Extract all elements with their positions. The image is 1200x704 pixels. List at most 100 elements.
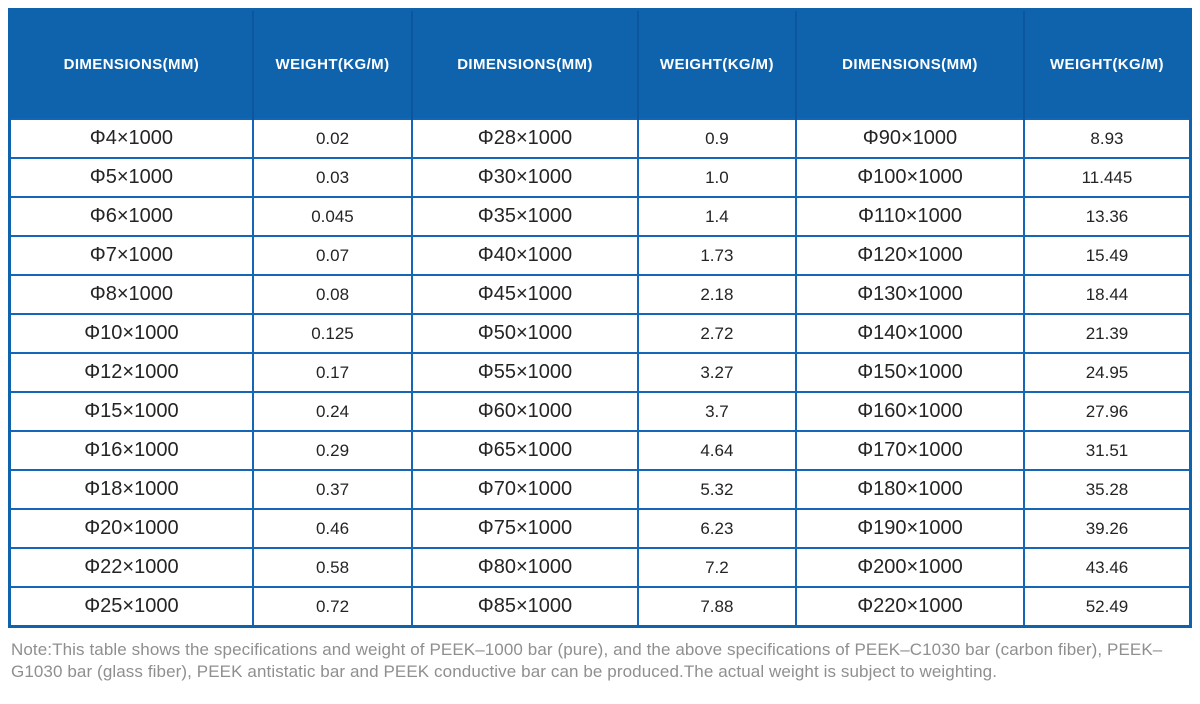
weight-cell: 0.29 — [251, 430, 414, 471]
weight-cell: 0.03 — [251, 157, 414, 198]
dimension-cell: Φ16×1000 — [8, 430, 254, 471]
dimension-cell: Φ25×1000 — [8, 586, 254, 628]
table-row: Φ15×1000 0.24 Φ60×1000 3.7 Φ160×1000 27.96 — [8, 391, 1192, 432]
table-header: DIMENSIONS(MM) WEIGHT(KG/M) DIMENSIONS(M… — [9, 9, 1191, 119]
weight-cell: 0.08 — [251, 274, 414, 315]
dimension-cell: Φ20×1000 — [8, 508, 254, 549]
weight-cell: 11.445 — [1022, 157, 1192, 198]
dimension-cell: Φ110×1000 — [795, 196, 1025, 237]
dimension-cell: Φ85×1000 — [411, 586, 639, 628]
page: DIMENSIONS(MM) WEIGHT(KG/M) DIMENSIONS(M… — [8, 8, 1192, 681]
dimension-cell: Φ40×1000 — [411, 235, 639, 276]
table-row: Φ7×1000 0.07 Φ40×1000 1.73 Φ120×1000 15.49 — [8, 235, 1192, 276]
weight-cell: 7.2 — [636, 547, 798, 588]
dimension-cell: Φ150×1000 — [795, 352, 1025, 393]
weight-cell: 4.64 — [636, 430, 798, 471]
weight-cell: 1.4 — [636, 196, 798, 237]
column-header-weight-3: WEIGHT(KG/M) — [1022, 9, 1191, 119]
weight-cell: 52.49 — [1022, 586, 1192, 628]
column-header-dimensions-3: DIMENSIONS(MM) — [795, 9, 1024, 119]
weight-cell: 0.37 — [251, 469, 414, 510]
dimension-cell: Φ140×1000 — [795, 313, 1025, 354]
dimension-cell: Φ60×1000 — [411, 391, 639, 432]
dimension-cell: Φ30×1000 — [411, 157, 639, 198]
note-text: Note:This table shows the specifications… — [11, 640, 1163, 681]
table-row: Φ6×1000 0.045 Φ35×1000 1.4 Φ110×1000 13.36 — [8, 196, 1192, 237]
weight-cell: 18.44 — [1022, 274, 1192, 315]
weight-cell: 0.07 — [251, 235, 414, 276]
weight-cell: 7.88 — [636, 586, 798, 628]
weight-cell: 1.73 — [636, 235, 798, 276]
weight-cell: 5.32 — [636, 469, 798, 510]
table-row: Φ12×1000 0.17 Φ55×1000 3.27 Φ150×1000 24.95 — [8, 352, 1192, 393]
dimension-cell: Φ45×1000 — [411, 274, 639, 315]
dimension-cell: Φ120×1000 — [795, 235, 1025, 276]
table-row: Φ20×1000 0.46 Φ75×1000 6.23 Φ190×1000 39.26 — [8, 508, 1192, 549]
dimension-cell: Φ75×1000 — [411, 508, 639, 549]
dimension-cell: Φ200×1000 — [795, 547, 1025, 588]
weight-cell: 3.7 — [636, 391, 798, 432]
weight-cell: 8.93 — [1022, 118, 1192, 159]
dimension-cell: Φ5×1000 — [8, 157, 254, 198]
dimension-cell: Φ7×1000 — [8, 235, 254, 276]
column-header-dimensions-2: DIMENSIONS(MM) — [411, 9, 638, 119]
dimension-cell: Φ35×1000 — [411, 196, 639, 237]
table-row: Φ25×1000 0.72 Φ85×1000 7.88 Φ220×1000 52.49 — [8, 586, 1192, 628]
weight-cell: 0.58 — [251, 547, 414, 588]
column-header-dimensions-1: DIMENSIONS(MM) — [9, 9, 253, 119]
dimension-cell: Φ55×1000 — [411, 352, 639, 393]
table-row: Φ8×1000 0.08 Φ45×1000 2.18 Φ130×1000 18.44 — [8, 274, 1192, 315]
weight-cell: 3.27 — [636, 352, 798, 393]
table-row: Φ16×1000 0.29 Φ65×1000 4.64 Φ170×1000 31.51 — [8, 430, 1192, 471]
dimension-cell: Φ10×1000 — [8, 313, 254, 354]
peek-bar-spec-table: DIMENSIONS(MM) WEIGHT(KG/M) DIMENSIONS(M… — [8, 8, 1192, 628]
dimension-cell: Φ50×1000 — [411, 313, 639, 354]
weight-cell: 2.18 — [636, 274, 798, 315]
dimension-cell: Φ22×1000 — [8, 547, 254, 588]
dimension-cell: Φ4×1000 — [8, 118, 254, 159]
table-row: Φ10×1000 0.125 Φ50×1000 2.72 Φ140×1000 21.39 — [8, 313, 1192, 354]
weight-cell: 15.49 — [1022, 235, 1192, 276]
dimension-cell: Φ8×1000 — [8, 274, 254, 315]
table-body: Φ4×1000 0.02 Φ28×1000 0.9 Φ90×1000 8.93 Φ5×100… — [8, 118, 1192, 628]
weight-cell: 0.9 — [636, 118, 798, 159]
dimension-cell: Φ70×1000 — [411, 469, 639, 510]
weight-cell: 43.46 — [1022, 547, 1192, 588]
dimension-cell: Φ220×1000 — [795, 586, 1025, 628]
dimension-cell: Φ80×1000 — [411, 547, 639, 588]
weight-cell: 0.46 — [251, 508, 414, 549]
weight-cell: 1.0 — [636, 157, 798, 198]
weight-cell: 21.39 — [1022, 313, 1192, 354]
weight-cell: 24.95 — [1022, 352, 1192, 393]
dimension-cell: Φ12×1000 — [8, 352, 254, 393]
column-header-weight-2: WEIGHT(KG/M) — [636, 9, 797, 119]
table-row: Φ18×1000 0.37 Φ70×1000 5.32 Φ180×1000 35.28 — [8, 469, 1192, 510]
weight-cell: 6.23 — [636, 508, 798, 549]
dimension-cell: Φ160×1000 — [795, 391, 1025, 432]
header-row: DIMENSIONS(MM) WEIGHT(KG/M) DIMENSIONS(M… — [9, 9, 1191, 119]
table-row: Φ5×1000 0.03 Φ30×1000 1.0 Φ100×1000 11.445 — [8, 157, 1192, 198]
weight-cell: 2.72 — [636, 313, 798, 354]
weight-cell: 39.26 — [1022, 508, 1192, 549]
weight-cell: 0.72 — [251, 586, 414, 628]
dimension-cell: Φ130×1000 — [795, 274, 1025, 315]
dimension-cell: Φ100×1000 — [795, 157, 1025, 198]
dimension-cell: Φ65×1000 — [411, 430, 639, 471]
dimension-cell: Φ180×1000 — [795, 469, 1025, 510]
column-header-weight-1: WEIGHT(KG/M) — [251, 9, 413, 119]
table-row: Φ4×1000 0.02 Φ28×1000 0.9 Φ90×1000 8.93 — [8, 118, 1192, 159]
dimension-cell: Φ190×1000 — [795, 508, 1025, 549]
dimension-cell: Φ170×1000 — [795, 430, 1025, 471]
weight-cell: 35.28 — [1022, 469, 1192, 510]
weight-cell: 0.24 — [251, 391, 414, 432]
dimension-cell: Φ28×1000 — [411, 118, 639, 159]
weight-cell: 0.125 — [251, 313, 414, 354]
dimension-cell: Φ18×1000 — [8, 469, 254, 510]
weight-cell: 0.02 — [251, 118, 414, 159]
dimension-cell: Φ15×1000 — [8, 391, 254, 432]
dimension-cell: Φ90×1000 — [795, 118, 1025, 159]
weight-cell: 0.17 — [251, 352, 414, 393]
weight-cell: 13.36 — [1022, 196, 1192, 237]
weight-cell: 31.51 — [1022, 430, 1192, 471]
dimension-cell: Φ6×1000 — [8, 196, 254, 237]
